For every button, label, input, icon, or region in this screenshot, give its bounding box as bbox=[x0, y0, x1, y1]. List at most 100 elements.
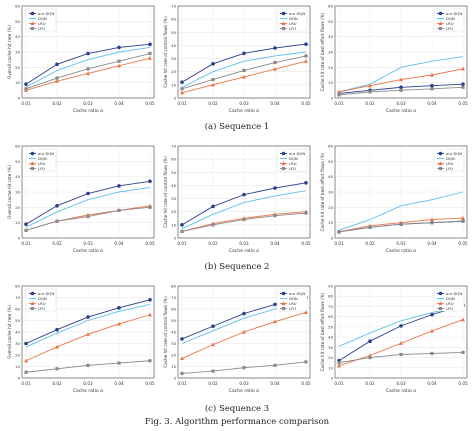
y-tick-label: 70 bbox=[171, 295, 176, 300]
series-line-dqn bbox=[181, 190, 307, 230]
legend-lfu-point-legend bbox=[30, 166, 35, 171]
lru-point-3 bbox=[273, 319, 277, 324]
lfu-point-0 bbox=[180, 371, 184, 375]
y-tick-label: 50 bbox=[15, 318, 20, 323]
our-dqn-point-2 bbox=[86, 315, 90, 319]
row-caption-3: (c) Sequence 3 bbox=[205, 403, 269, 414]
legend-lfu-point-legend bbox=[30, 306, 35, 311]
lfu-point-2 bbox=[86, 67, 90, 71]
legend-our-dqn-point-legend bbox=[30, 291, 35, 296]
lru-point-4 bbox=[461, 215, 465, 220]
our-dqn-point-1 bbox=[55, 204, 59, 208]
x-tick-label: 0.01 bbox=[21, 101, 31, 106]
series-dqn bbox=[181, 51, 307, 88]
x-axis-label: Cache ratio α bbox=[229, 248, 259, 254]
lfu-point-3 bbox=[430, 221, 434, 225]
y-tick-label: 0 bbox=[174, 96, 177, 101]
legend-lfu-point-legend bbox=[438, 26, 443, 31]
y-tick-label: 20 bbox=[15, 353, 20, 358]
series-lfu bbox=[24, 205, 152, 232]
y-tick-label: 70 bbox=[15, 295, 20, 300]
y-axis-label: Cache hit rate of control flows (%) bbox=[163, 296, 168, 368]
our-dqn-point-0 bbox=[180, 80, 184, 85]
y-tick-label: 80 bbox=[15, 284, 20, 289]
plot-frame bbox=[177, 5, 311, 99]
lru-point-0 bbox=[337, 89, 341, 94]
legend-entry: LRU bbox=[38, 21, 46, 26]
y-axis-label: Overall cache hit rate (%) bbox=[7, 305, 12, 359]
lru-point-1 bbox=[211, 82, 215, 87]
x-tick-label: 0.02 bbox=[52, 381, 62, 386]
y-tick-label: 40 bbox=[171, 330, 176, 335]
x-tick-label: 0.03 bbox=[396, 381, 406, 386]
lru-point-2 bbox=[399, 77, 403, 82]
y-tick-label: 0 bbox=[331, 236, 334, 241]
series-our-dqn bbox=[180, 42, 308, 85]
legend-lru-point-legend bbox=[438, 21, 443, 26]
lfu-point-0 bbox=[24, 370, 28, 374]
x-tick-label: 0.03 bbox=[83, 241, 93, 246]
legend-lfu-point-legend bbox=[281, 306, 286, 311]
x-tick-label: 0.03 bbox=[239, 101, 249, 106]
y-tick-label: 10 bbox=[15, 220, 20, 225]
series-our-dqn bbox=[24, 298, 152, 346]
x-tick-label: 0.02 bbox=[208, 241, 218, 246]
lfu-point-2 bbox=[86, 214, 90, 219]
our-dqn-point-3 bbox=[273, 302, 277, 307]
legend-our-dqn-point-legend bbox=[281, 291, 286, 296]
y-tick-label: 30 bbox=[171, 56, 176, 61]
our-dqn-point-2 bbox=[86, 51, 90, 56]
legend-entry: DQN bbox=[289, 296, 298, 301]
lfu-point-4 bbox=[304, 360, 308, 364]
x-tick-label: 0.04 bbox=[114, 381, 124, 386]
y-tick-label: 80 bbox=[171, 284, 176, 289]
x-tick-label: 0.03 bbox=[83, 381, 93, 386]
lru-point-4 bbox=[148, 312, 152, 317]
our-dqn-point-3 bbox=[117, 45, 121, 50]
plot-frame bbox=[334, 5, 468, 99]
y-tick-label: 10 bbox=[171, 82, 176, 87]
lru-point-2 bbox=[86, 332, 90, 336]
legend-entry: LFU bbox=[289, 166, 296, 171]
legend-lru-point-legend bbox=[438, 161, 443, 166]
y-tick-label: 20 bbox=[171, 69, 176, 74]
series-lfu bbox=[24, 359, 152, 374]
legend-entry: DQN bbox=[38, 156, 47, 161]
y-tick-label: 60 bbox=[328, 314, 333, 319]
x-tick-label: 0.05 bbox=[145, 241, 155, 246]
y-tick-label: 30 bbox=[171, 341, 176, 346]
our-dqn-point-1 bbox=[211, 324, 215, 329]
our-dqn-point-1 bbox=[368, 339, 372, 344]
our-dqn-point-0 bbox=[24, 222, 28, 226]
series-lfu bbox=[180, 360, 308, 375]
legend-our-dqn-point-legend bbox=[30, 151, 35, 156]
lru-point-4 bbox=[148, 55, 152, 60]
series-dqn bbox=[25, 186, 151, 228]
series-lfu bbox=[180, 54, 308, 91]
lfu-point-1 bbox=[211, 369, 215, 373]
legend-lfu-point-legend bbox=[438, 306, 443, 311]
x-tick-label: 0.05 bbox=[458, 241, 468, 246]
our-dqn-point-0 bbox=[24, 82, 28, 86]
our-dqn-point-2 bbox=[399, 85, 403, 90]
lru-point-2 bbox=[399, 341, 403, 345]
lru-point-0 bbox=[180, 90, 184, 95]
series-lfu bbox=[180, 211, 308, 234]
x-axis-label: Cache ratio α bbox=[229, 388, 259, 394]
x-axis-label: Cache ratio α bbox=[386, 248, 416, 254]
lru-point-1 bbox=[55, 344, 59, 349]
y-tick-label: 50 bbox=[171, 318, 176, 323]
series-lru bbox=[180, 310, 308, 361]
y-tick-label: 90 bbox=[328, 284, 333, 289]
lfu-point-2 bbox=[399, 88, 403, 92]
y-tick-label: 60 bbox=[328, 144, 333, 149]
legend-entry: DQN bbox=[289, 156, 298, 161]
lfu-point-1 bbox=[368, 355, 372, 360]
legend-entry: LRU bbox=[446, 161, 454, 166]
y-tick-label: 60 bbox=[15, 144, 20, 149]
y-tick-label: 40 bbox=[15, 330, 20, 335]
series-lru bbox=[24, 312, 152, 363]
lfu-point-4 bbox=[148, 51, 152, 56]
y-axis-label: Cache hit rate of best effort flows (%) bbox=[320, 152, 325, 231]
legend-entry: our DQN bbox=[446, 151, 462, 156]
